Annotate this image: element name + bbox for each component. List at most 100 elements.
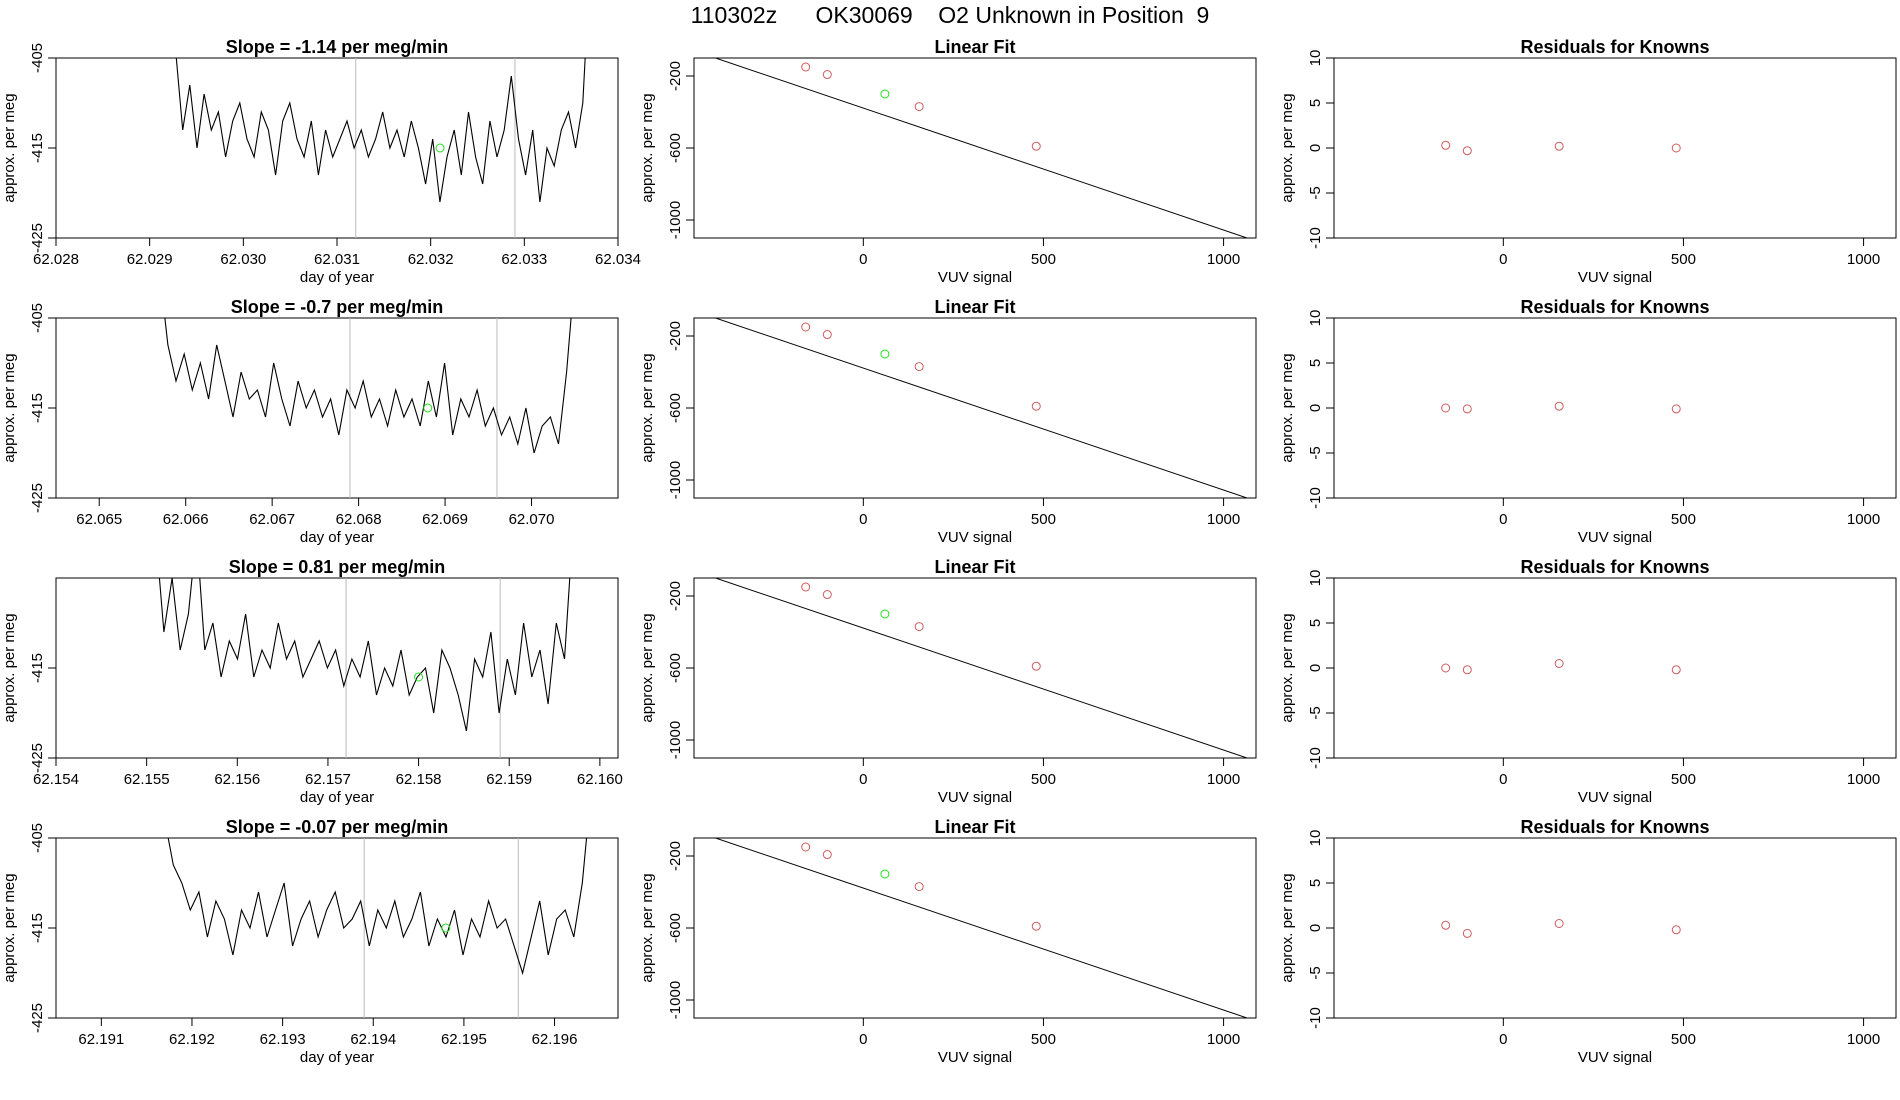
chart-5-x-axis-label: VUV signal	[938, 529, 1012, 546]
chart-6-residual-point	[1441, 403, 1451, 413]
chart-10-x-tick-label: 62.191	[78, 1031, 124, 1048]
chart-3-y-tick-label: 10	[1307, 50, 1324, 67]
chart-5-y-tick-label: -1000	[667, 461, 684, 499]
chart-4-plot-frame	[55, 317, 619, 499]
chart-10-x-axis-label: day of year	[300, 1049, 374, 1066]
chart-1-x-tick-label: 62.034	[595, 251, 641, 268]
chart-5-known-point	[822, 330, 832, 340]
chart-2-x-tick-label: 1000	[1207, 251, 1240, 268]
chart-2-y-tick-label: -1000	[667, 201, 684, 239]
chart-12-residual-point	[1441, 920, 1451, 930]
chart-9-x-axis-label: VUV signal	[1578, 789, 1652, 806]
chart-1-x-tick-label: 62.033	[501, 251, 547, 268]
chart-10-x-tick-label: 62.196	[532, 1031, 578, 1048]
chart-11-known-point	[914, 882, 924, 892]
chart-11-known-point	[1031, 921, 1041, 931]
chart-1-plot-frame	[55, 57, 619, 239]
chart-9-x-tick-label: 0	[1499, 771, 1507, 788]
chart-5-known-point	[1031, 401, 1041, 411]
chart-6-x-tick-label: 1000	[1847, 511, 1880, 528]
chart-6-chart-title: Residuals for Knowns	[1520, 297, 1709, 317]
chart-12-y-tick-label: 5	[1307, 879, 1324, 887]
chart-7-plot-frame	[55, 577, 619, 759]
chart-3-y-tick-label: -5	[1307, 186, 1324, 199]
chart-8-x-tick-label: 0	[859, 771, 867, 788]
chart-11-known-point	[822, 850, 832, 860]
chart-12-y-axis-label: approx. per meg	[1279, 873, 1296, 982]
chart-3-y-tick-label: 0	[1307, 144, 1324, 152]
chart-6-y-axis-label: approx. per meg	[1279, 353, 1296, 462]
chart-10-x-tick-label: 62.195	[441, 1031, 487, 1048]
chart-7-y-axis-label: approx. per meg	[1, 613, 18, 722]
chart-5-chart-title: Linear Fit	[934, 297, 1015, 317]
chart-7-x-tick-label: 62.159	[486, 771, 532, 788]
chart-11-known-point	[801, 842, 811, 852]
chart-6-y-tick-label: 10	[1307, 310, 1324, 327]
chart-8-y-axis-label: approx. per meg	[639, 613, 656, 722]
chart-6-y-tick-label: 0	[1307, 404, 1324, 412]
chart-12-x-tick-label: 0	[1499, 1031, 1507, 1048]
chart-12-x-tick-label: 1000	[1847, 1031, 1880, 1048]
chart-10-x-tick-label: 62.194	[350, 1031, 396, 1048]
chart-5-plot-frame	[693, 317, 1257, 499]
chart-12-x-axis-label: VUV signal	[1578, 1049, 1652, 1066]
chart-11-y-tick-label: -600	[667, 913, 684, 943]
chart-9-chart-title: Residuals for Knowns	[1520, 557, 1709, 577]
chart-7-x-tick-label: 62.154	[33, 771, 79, 788]
chart-3-residual-point	[1441, 140, 1451, 150]
chart-5-y-tick-label: -200	[667, 321, 684, 351]
chart-4-x-tick-label: 62.069	[422, 511, 468, 528]
chart-4-trace-line	[164, 318, 572, 454]
chart-5-fit-line	[713, 318, 1249, 498]
chart-12-x-tick-label: 500	[1671, 1031, 1696, 1048]
chart-11-x-tick-label: 500	[1031, 1031, 1056, 1048]
chart-9-y-tick-label: 5	[1307, 619, 1324, 627]
chart-3-chart-title: Residuals for Knowns	[1520, 37, 1709, 57]
chart-5-x-tick-label: 1000	[1207, 511, 1240, 528]
chart-12-residual-point	[1554, 919, 1564, 928]
chart-6-y-tick-label: -10	[1307, 487, 1324, 509]
chart-8-plot-frame	[693, 577, 1257, 759]
chart-8-known-point	[914, 622, 924, 632]
chart-8-known-point	[1031, 661, 1041, 671]
chart-5-x-tick-label: 500	[1031, 511, 1056, 528]
chart-1-unknown-point	[435, 143, 445, 153]
chart-8-y-tick-label: -200	[667, 581, 684, 611]
chart-11-x-axis-label: VUV signal	[938, 1049, 1012, 1066]
chart-8-y-tick-label: -600	[667, 653, 684, 683]
chart-3-y-axis-label: approx. per meg	[1279, 93, 1296, 202]
chart-11-y-tick-label: -200	[667, 841, 684, 871]
chart-4-x-axis-label: day of year	[300, 529, 374, 546]
chart-1-chart-title: Slope = -1.14 per meg/min	[226, 37, 449, 57]
chart-2-known-point	[914, 102, 924, 112]
chart-11-chart-title: Linear Fit	[934, 817, 1015, 837]
chart-8-x-axis-label: VUV signal	[938, 789, 1012, 806]
chart-3-residual-point	[1671, 143, 1681, 153]
chart-3-x-tick-label: 0	[1499, 251, 1507, 268]
chart-8-known-point	[801, 582, 811, 592]
chart-9-y-tick-label: -10	[1307, 747, 1324, 769]
chart-4-x-tick-label: 62.066	[163, 511, 209, 528]
chart-11-x-tick-label: 1000	[1207, 1031, 1240, 1048]
chart-11-plot-frame	[693, 837, 1257, 1019]
chart-2-unknown-point	[880, 89, 890, 99]
chart-2-x-tick-label: 500	[1031, 251, 1056, 268]
chart-9-y-axis-label: approx. per meg	[1279, 613, 1296, 722]
chart-1-x-tick-label: 62.031	[314, 251, 360, 268]
chart-3-y-tick-label: 5	[1307, 99, 1324, 107]
chart-9-y-tick-label: 0	[1307, 664, 1324, 672]
chart-1-x-tick-label: 62.032	[408, 251, 454, 268]
chart-12-y-tick-label: -5	[1307, 966, 1324, 979]
chart-2-fit-line	[713, 58, 1249, 238]
chart-5-known-point	[914, 362, 924, 372]
chart-11-fit-line	[713, 838, 1249, 1018]
chart-12-residual-point	[1462, 928, 1472, 938]
chart-7-y-tick-label: -415	[29, 653, 46, 683]
chart-1-x-tick-label: 62.029	[127, 251, 173, 268]
chart-5-y-axis-label: approx. per meg	[639, 353, 656, 462]
chart-1-trace-line	[175, 58, 586, 203]
chart-1-y-tick-label: -415	[29, 133, 46, 163]
chart-5-x-tick-label: 0	[859, 511, 867, 528]
page-title: 110302z OK30069 O2 Unknown in Position 9	[690, 2, 1210, 28]
chart-9-y-tick-label: -5	[1307, 706, 1324, 719]
